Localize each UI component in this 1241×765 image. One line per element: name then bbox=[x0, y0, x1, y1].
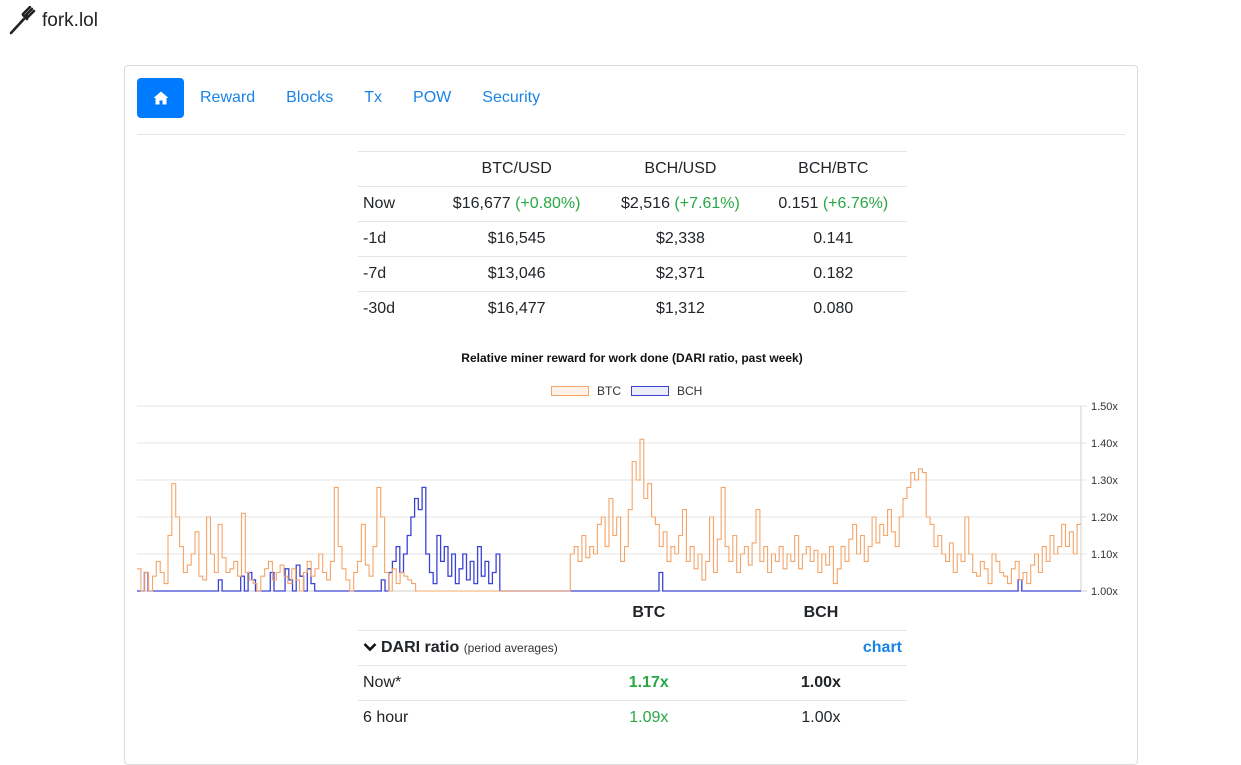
row-label: -7d bbox=[358, 256, 432, 292]
dari-table: BTC BCH DARI ratio (period averages) cha… bbox=[358, 596, 907, 735]
price-header-btc-usd: BTC/USD bbox=[432, 151, 602, 187]
nav-pow[interactable]: POW bbox=[413, 89, 452, 106]
row-label: -30d bbox=[358, 291, 432, 326]
home-button[interactable] bbox=[137, 78, 184, 118]
cell-bch-btc: 0.141 bbox=[759, 221, 907, 257]
dari-header-blank bbox=[358, 596, 563, 631]
cell-bch: 1.00x bbox=[734, 665, 907, 701]
dari-section-row[interactable]: DARI ratio (period averages) chart bbox=[358, 630, 907, 666]
row-label: Now bbox=[358, 186, 432, 222]
cell-bch: 1.00x bbox=[734, 700, 907, 735]
series-line-btc bbox=[137, 438, 1081, 592]
y-tick-label: 1.10x bbox=[1091, 549, 1118, 561]
cell-btc-usd: $16,545 bbox=[432, 221, 602, 257]
dari-chart-link[interactable]: chart bbox=[734, 630, 907, 666]
cell-btc-usd: $13,046 bbox=[432, 256, 602, 292]
legend-label-bch: BCH bbox=[677, 384, 703, 398]
dari-heading-note: (period averages) bbox=[463, 641, 558, 656]
price-row-30d: -30d $16,477 $1,312 0.080 bbox=[358, 291, 907, 326]
change-badge: (+0.80%) bbox=[515, 195, 581, 212]
dari-section-header[interactable]: DARI ratio (period averages) bbox=[358, 630, 563, 666]
price-row-1d: -1d $16,545 $2,338 0.141 bbox=[358, 221, 907, 257]
cell-btc-usd: $16,677 (+0.80%) bbox=[432, 186, 602, 222]
value: 0.151 bbox=[778, 195, 819, 212]
y-tick-label: 1.20x bbox=[1091, 512, 1118, 524]
legend-label-btc: BTC bbox=[597, 384, 621, 398]
price-header-bch-btc: BCH/BTC bbox=[759, 151, 907, 187]
dari-heading: DARI ratio bbox=[381, 639, 460, 657]
nav-security[interactable]: Security bbox=[482, 89, 541, 106]
legend-swatch-bch bbox=[631, 386, 669, 396]
chevron-down-icon bbox=[363, 639, 377, 657]
nav-tx[interactable]: Tx bbox=[364, 89, 383, 106]
value: $16,677 bbox=[452, 195, 511, 212]
chart-title: Relative miner reward for work done (DAR… bbox=[461, 351, 803, 365]
dari-row-6h: 6 hour 1.09x 1.00x bbox=[358, 700, 907, 735]
chart-legend: BTC BCH bbox=[551, 384, 712, 398]
cell-btc: 1.17x bbox=[562, 665, 735, 701]
y-tick-label: 1.40x bbox=[1091, 438, 1118, 450]
dari-row-now: Now* 1.17x 1.00x bbox=[358, 665, 907, 701]
dari-header-bch: BCH bbox=[803, 604, 839, 621]
y-tick-label: 1.00x bbox=[1091, 586, 1118, 596]
dari-header-btc: BTC bbox=[632, 604, 666, 621]
row-label: 6 hour bbox=[358, 700, 563, 735]
main-card: Reward Blocks Tx POW Security BTC/USD BC… bbox=[124, 65, 1138, 765]
cell-btc: 1.09x bbox=[562, 700, 735, 735]
legend-swatch-btc bbox=[551, 386, 589, 396]
home-icon bbox=[153, 91, 168, 105]
dari-chart[interactable]: 1.00x 1.10x 1.20x 1.30x 1.40x 1.50x bbox=[137, 396, 1127, 596]
change-badge: (+6.76%) bbox=[822, 195, 889, 212]
cell-bch-usd: $1,312 bbox=[601, 291, 760, 326]
fork-icon bbox=[9, 6, 36, 35]
cell-bch-btc: 0.182 bbox=[759, 256, 907, 292]
site-logo[interactable]: fork.lol bbox=[8, 6, 98, 36]
price-header-blank bbox=[358, 151, 432, 187]
price-row-7d: -7d $13,046 $2,371 0.182 bbox=[358, 256, 907, 292]
cell-bch-usd: $2,338 bbox=[601, 221, 760, 257]
y-tick-label: 1.50x bbox=[1091, 401, 1118, 413]
cell-bch-btc: 0.080 bbox=[759, 291, 907, 326]
change-badge: (+7.61%) bbox=[674, 195, 740, 212]
cell-bch-usd: $2,371 bbox=[601, 256, 760, 292]
row-label: Now* bbox=[358, 665, 563, 701]
dari-section-spacer bbox=[562, 630, 735, 666]
cell-btc-usd: $16,477 bbox=[432, 291, 602, 326]
legend-item-btc[interactable]: BTC bbox=[551, 384, 621, 398]
price-table: BTC/USD BCH/USD BCH/BTC Now $16,677 (+0.… bbox=[358, 151, 907, 326]
nav-reward[interactable]: Reward bbox=[200, 89, 256, 106]
row-label: -1d bbox=[358, 221, 432, 257]
y-tick-label: 1.30x bbox=[1091, 475, 1118, 487]
price-header-bch-usd: BCH/USD bbox=[601, 151, 760, 187]
nav-tabs: Reward Blocks Tx POW Security bbox=[137, 78, 1125, 135]
site-name: fork.lol bbox=[42, 10, 98, 31]
legend-item-bch[interactable]: BCH bbox=[631, 384, 702, 398]
price-row-now: Now $16,677 (+0.80%) $2,516 (+7.61%) 0.1… bbox=[358, 186, 907, 222]
cell-bch-btc: 0.151 (+6.76%) bbox=[759, 186, 907, 222]
cell-bch-usd: $2,516 (+7.61%) bbox=[601, 186, 760, 222]
value: $2,516 bbox=[621, 195, 670, 212]
nav-blocks[interactable]: Blocks bbox=[286, 89, 334, 106]
